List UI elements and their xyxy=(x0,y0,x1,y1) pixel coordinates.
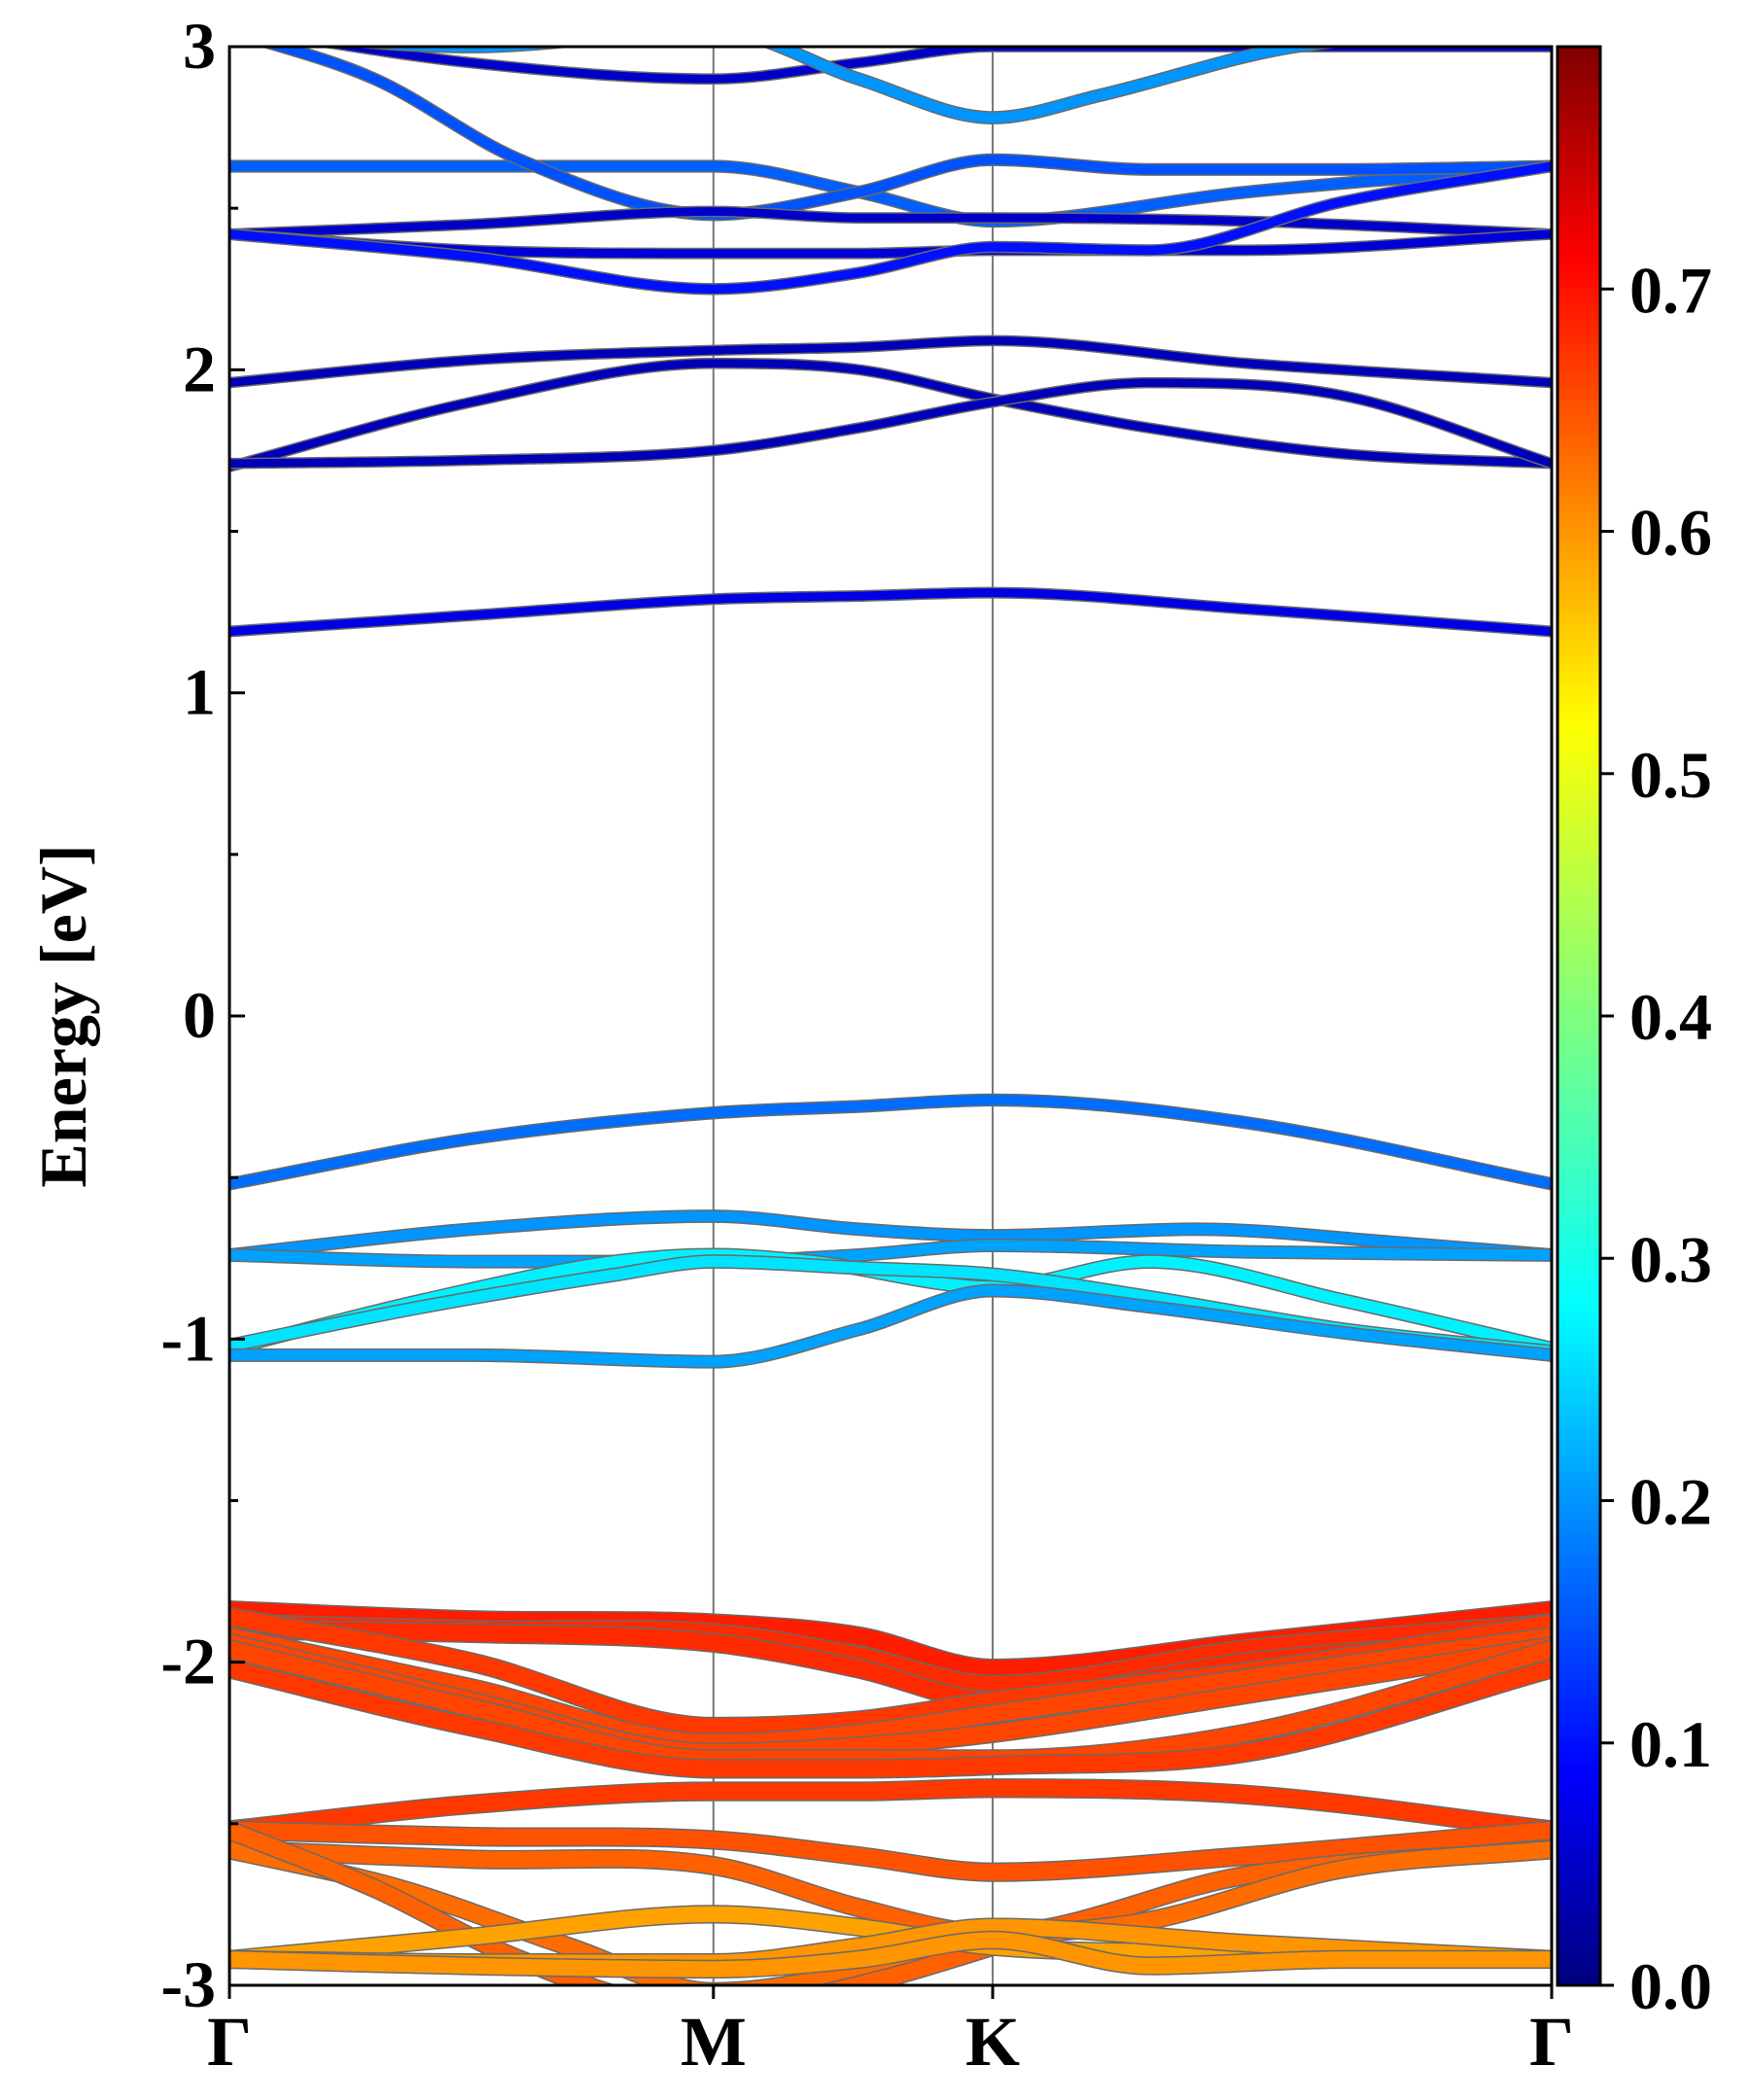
y-ticks: -3 -2 -1 0 1 2 3 xyxy=(160,9,245,2021)
colorbar-tick-label: 0.5 xyxy=(1629,738,1712,812)
x-tick-label: K xyxy=(965,2003,1020,2081)
colorbar-tick-label: 0.2 xyxy=(1629,1465,1712,1539)
band-line xyxy=(229,588,1552,636)
band-line xyxy=(229,1822,1001,1985)
band-line xyxy=(229,1821,1552,1881)
band-line xyxy=(229,1779,1552,1839)
band-line xyxy=(229,1932,1552,1978)
colorbar-ticks: 0.0 0.1 0.2 0.3 0.4 0.5 0.6 0.7 xyxy=(1600,253,1712,2023)
x-tick-label: M xyxy=(681,2003,747,2081)
band-line xyxy=(229,161,1552,294)
band-line xyxy=(229,1840,1552,1985)
band-line xyxy=(229,336,1552,387)
y-tick-label: 0 xyxy=(183,978,216,1052)
y-tick-label: -3 xyxy=(160,1947,216,2021)
band-line xyxy=(229,378,1552,468)
band-line xyxy=(229,1095,1552,1189)
y-tick-label: 1 xyxy=(183,655,216,729)
colorbar xyxy=(1556,45,1602,1987)
band-line-outline xyxy=(316,47,1552,86)
colorbar-tick-label: 0.0 xyxy=(1629,1949,1712,2023)
y-axis-label: Energy [eV] xyxy=(26,844,100,1187)
band-line xyxy=(229,1285,1552,1368)
band-line xyxy=(229,1660,1552,1777)
band-line xyxy=(229,1840,1552,1942)
y-tick-label: 3 xyxy=(183,9,216,83)
colorbar-tick-label: 0.4 xyxy=(1629,980,1712,1054)
y-tick-label: -2 xyxy=(160,1625,216,1698)
band-line xyxy=(264,47,1552,220)
y-tick-label: 2 xyxy=(183,332,216,405)
band-line xyxy=(326,47,1552,84)
x-tick-label: Γ xyxy=(207,2003,252,2081)
band-line xyxy=(229,229,1552,259)
bands xyxy=(229,47,1552,1985)
band-line xyxy=(229,1628,1552,1752)
x-tick-label: Γ xyxy=(1529,2003,1574,2081)
colorbar-tick-label: 0.7 xyxy=(1629,253,1712,327)
colorbar-tick-label: 0.3 xyxy=(1629,1222,1712,1296)
band-line xyxy=(229,359,1552,472)
band-line xyxy=(229,1210,1552,1261)
band-line xyxy=(229,1240,1552,1268)
y-tick-label: -1 xyxy=(160,1301,216,1375)
colorbar-tick-label: 0.1 xyxy=(1629,1707,1712,1781)
colorbar-tick-label: 0.6 xyxy=(1629,496,1712,570)
